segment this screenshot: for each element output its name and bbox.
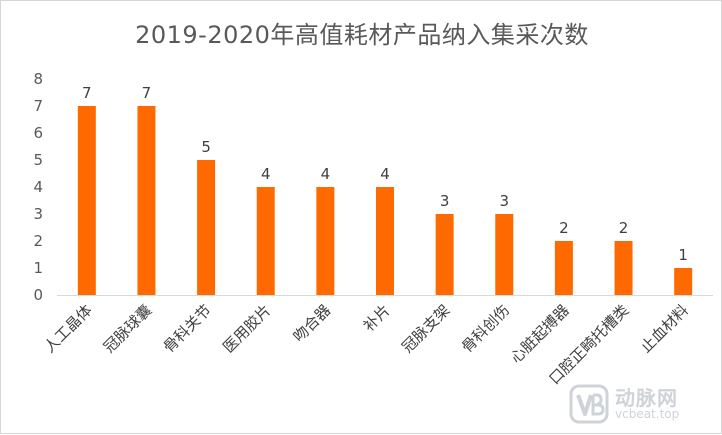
x-category-label: 骨科创伤 xyxy=(458,301,513,356)
y-tick-label: 5 xyxy=(33,151,43,169)
bar xyxy=(674,268,693,295)
y-tick-label: 2 xyxy=(33,232,43,250)
x-category-label: 人工晶体 xyxy=(40,301,95,356)
bar xyxy=(137,106,156,295)
chart-title: 2019-2020年高值耗材产品纳入集采次数 xyxy=(135,21,589,49)
y-tick-label: 8 xyxy=(33,70,43,88)
y-tick-label: 3 xyxy=(33,205,43,223)
bar xyxy=(614,241,633,295)
data-label: 7 xyxy=(82,84,92,102)
data-label: 2 xyxy=(619,219,629,237)
watermark-url: vcbeat.top xyxy=(615,407,680,421)
data-label: 4 xyxy=(321,165,331,183)
x-category-label: 冠脉支架 xyxy=(398,301,453,356)
vb-logo-icon xyxy=(569,384,609,424)
x-category-label: 吻合器 xyxy=(290,301,335,346)
y-tick-label: 4 xyxy=(33,178,43,196)
data-label: 3 xyxy=(499,192,509,210)
bar xyxy=(435,214,454,295)
data-label: 1 xyxy=(678,246,688,264)
y-tick-label: 0 xyxy=(33,286,43,304)
bar xyxy=(197,160,216,295)
y-tick-label: 7 xyxy=(33,97,43,115)
data-label: 3 xyxy=(440,192,450,210)
bar xyxy=(256,187,275,295)
x-category-label: 医用胶片 xyxy=(219,301,274,356)
bar xyxy=(495,214,514,295)
x-category-label: 补片 xyxy=(360,301,394,335)
y-tick-label: 6 xyxy=(33,124,43,142)
watermark: 动脉网 vcbeat.top xyxy=(569,382,717,428)
x-category-label: 止血材料 xyxy=(637,301,692,356)
y-tick-label: 1 xyxy=(33,259,43,277)
bar xyxy=(77,106,96,295)
bar xyxy=(554,241,573,295)
x-category-label: 骨科关节 xyxy=(160,301,215,356)
data-label: 2 xyxy=(559,219,569,237)
data-label: 7 xyxy=(142,84,152,102)
data-label: 5 xyxy=(201,138,211,156)
bar xyxy=(316,187,335,295)
data-label: 4 xyxy=(380,165,390,183)
bar xyxy=(376,187,394,295)
x-category-label: 冠脉球囊 xyxy=(100,301,155,356)
watermark-name: 动脉网 xyxy=(615,386,678,410)
data-label: 4 xyxy=(261,165,271,183)
